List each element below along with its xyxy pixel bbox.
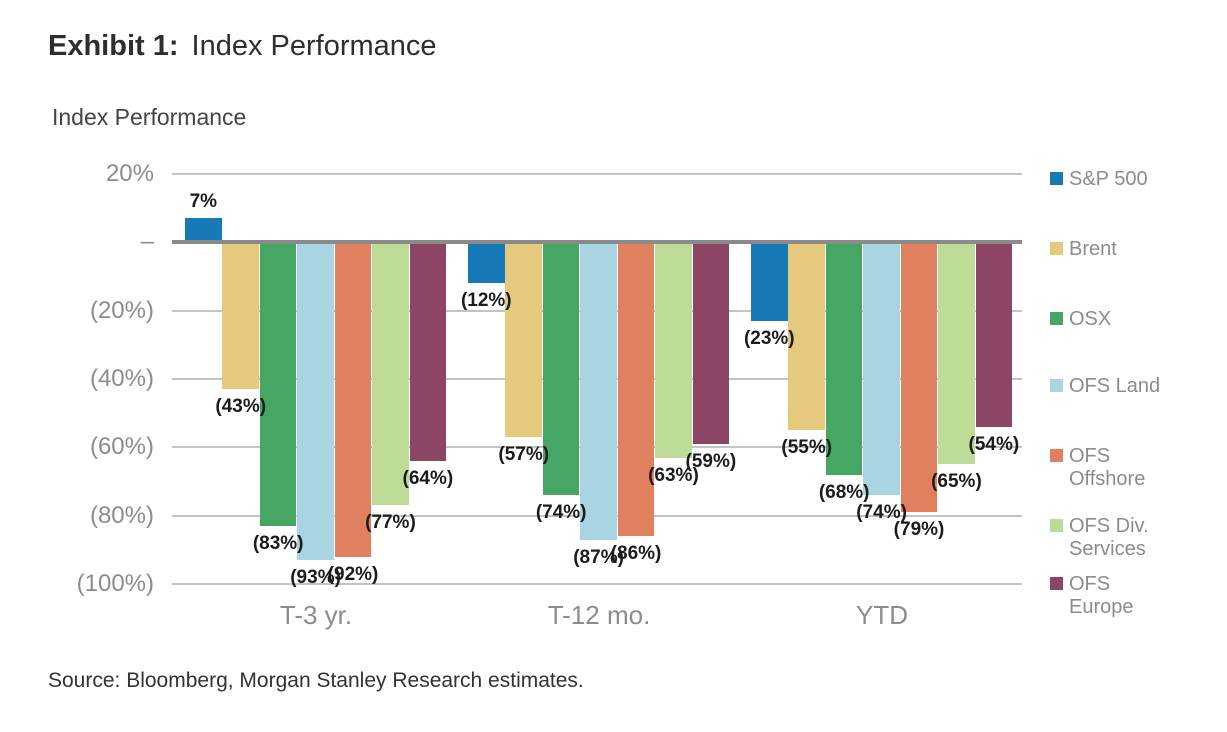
bar-value-label: (55%) — [781, 437, 833, 459]
bar-osx-t-12-mo — [542, 242, 580, 496]
y-tick-label: – — [140, 228, 154, 256]
gridline — [172, 172, 1022, 175]
exhibit-number-label: Exhibit 1: — [48, 30, 179, 62]
bar-ofs-div-services-t-12-mo — [655, 242, 692, 458]
x-axis-label-t-12-mo: T-12 mo. — [547, 600, 651, 630]
bar-ofs-europe-t-12-mo — [692, 242, 730, 444]
legend-swatch-icon — [1050, 449, 1063, 462]
legend-swatch-icon — [1050, 519, 1063, 532]
bar-value-label: (93%) — [290, 567, 341, 589]
bar-value-label: (12%) — [460, 290, 512, 312]
y-axis-labels: 20% – (20%) (40%) (60%) (80%) (100%) — [28, 160, 154, 597]
zero-axis-line — [172, 240, 1022, 245]
bar-ofs-europe-ytd — [975, 242, 1013, 427]
bar-ofs-offshore-t-3-yr — [334, 242, 372, 557]
legend-item-ofs-land: OFS Land — [1050, 375, 1160, 398]
exhibit-title: Exhibit 1: Index Performance — [48, 30, 437, 63]
bar-s-p-500-t-3-yr — [185, 218, 222, 243]
legend-swatch-icon — [1050, 577, 1063, 590]
y-tick-label: (100%) — [76, 569, 154, 597]
legend-item-ofs-div-services: OFS Div. Services — [1050, 515, 1149, 561]
y-tick-label: (20%) — [89, 296, 154, 324]
bar-value-label: 7% — [189, 191, 218, 213]
bar-value-label: (65%) — [931, 471, 982, 493]
bar-s-p-500-ytd — [751, 242, 788, 321]
bar-value-label: (43%) — [215, 396, 267, 418]
bar-ofs-offshore-t-12-mo — [617, 242, 655, 537]
legend-item-s-p-500: S&P 500 — [1050, 168, 1148, 191]
y-tick-label: (60%) — [89, 433, 154, 461]
legend-label: OSX — [1069, 308, 1112, 330]
bar-ofs-div-services-t-3-yr — [372, 242, 409, 506]
x-axis-label-ytd: YTD — [856, 600, 908, 630]
gridline — [172, 582, 1022, 585]
bar-ofs-div-services-ytd — [938, 242, 975, 465]
bar-value-label: (54%) — [968, 433, 1020, 455]
bar-value-label: (92%) — [327, 563, 379, 585]
bar-value-label: (23%) — [743, 327, 795, 349]
legend-item-ofs-europe: OFS Europe — [1050, 573, 1134, 619]
bar-value-label: (74%) — [856, 502, 907, 524]
bar-ofs-land-t-12-mo — [580, 242, 617, 540]
bar-value-label: (79%) — [893, 519, 945, 541]
legend-item-ofs-offshore: OFS Offshore — [1050, 445, 1145, 491]
legend-label: Brent — [1069, 238, 1117, 260]
bar-brent-ytd — [788, 242, 826, 431]
bar-value-label: (64%) — [402, 467, 454, 489]
exhibit-title-text: Index Performance — [191, 30, 437, 62]
bar-value-label: (86%) — [610, 543, 662, 565]
bar-s-p-500-t-12-mo — [468, 242, 505, 284]
y-tick-label: (40%) — [89, 364, 154, 392]
source-note: Source: Bloomberg, Morgan Stanley Resear… — [48, 669, 584, 692]
legend-label: S&P 500 — [1069, 168, 1148, 190]
bar-ofs-land-t-3-yr — [297, 242, 334, 561]
bar-value-label: (77%) — [365, 512, 416, 534]
legend-label: OFS Europe — [1069, 573, 1134, 618]
chart-plot-area: 7% (12%) (23%) (43%) (57%) (55%) (83%) (74%) (68… — [172, 172, 1022, 630]
legend-label: OFS Land — [1069, 375, 1161, 397]
legend-swatch-icon — [1050, 312, 1063, 325]
y-tick-label: (80%) — [89, 501, 154, 529]
bar-value-label: (59%) — [685, 450, 737, 472]
legend-swatch-icon — [1050, 379, 1063, 392]
bar-value-label: (57%) — [498, 444, 550, 466]
bar-osx-t-3-yr — [259, 242, 297, 526]
bar-value-label: (63%) — [648, 464, 699, 486]
x-axis-label-t-3-yr: T-3 yr. — [279, 600, 353, 630]
legend-label: OFS Div. Services — [1069, 515, 1149, 560]
chart-title: Index Performance — [52, 104, 247, 130]
legend-swatch-icon — [1050, 242, 1063, 255]
bar-value-label: (74%) — [535, 502, 587, 524]
legend-item-brent: Brent — [1050, 238, 1117, 261]
legend-item-osx: OSX — [1050, 308, 1111, 331]
bar-ofs-offshore-ytd — [900, 242, 938, 513]
bar-value-label: (68%) — [818, 481, 870, 503]
legend-label: OFS Offshore — [1069, 445, 1146, 490]
bar-ofs-europe-t-3-yr — [409, 242, 447, 461]
bar-ofs-land-ytd — [863, 242, 900, 496]
bar-osx-ytd — [825, 242, 863, 475]
legend-swatch-icon — [1050, 172, 1063, 185]
bar-value-label: (83%) — [252, 532, 304, 554]
bar-value-label: (87%) — [573, 546, 624, 568]
y-tick-label: 20% — [105, 159, 154, 187]
bar-brent-t-3-yr — [222, 242, 260, 390]
bar-brent-t-12-mo — [505, 242, 543, 438]
